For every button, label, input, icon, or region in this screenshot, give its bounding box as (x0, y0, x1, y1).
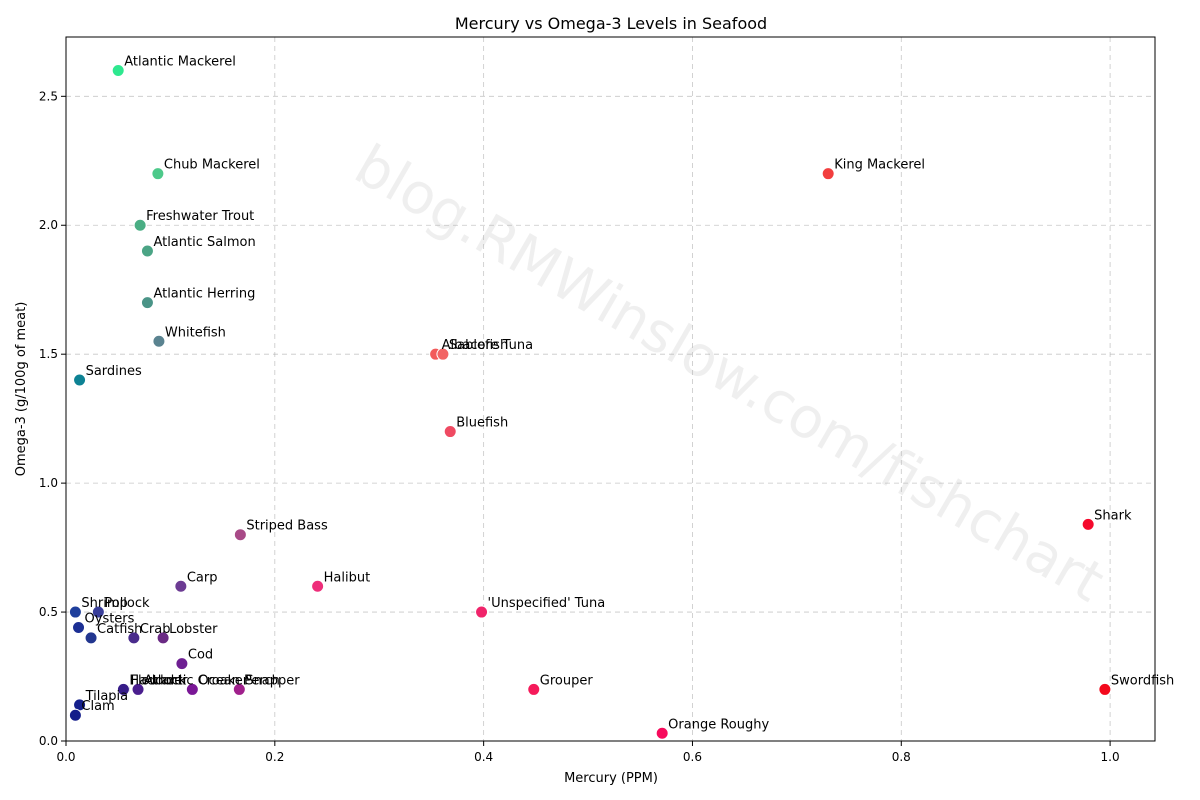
point-label: Atlantic Salmon (153, 235, 255, 250)
point-label: Flounder (130, 673, 188, 688)
data-point (185, 682, 199, 696)
data-point (655, 726, 669, 740)
data-point (72, 621, 86, 635)
point-label: Orange Roughy (668, 717, 769, 732)
point-label: Albacore Tuna (442, 338, 533, 353)
data-point (175, 657, 189, 671)
axis-ticks: 0.0 0.2 0.4 0.6 0.8 1.0 0.0 0.5 1.0 1.5 2.0 2.5 (39, 89, 1120, 764)
x-tick-label: 0.8 (892, 750, 911, 764)
x-axis-title: Mercury (PPM) (564, 771, 658, 786)
point-label: Ocean Perch (198, 673, 280, 688)
x-tick-label: 0.2 (265, 750, 284, 764)
data-point (1098, 682, 1112, 696)
point-label: Striped Bass (246, 519, 328, 534)
point-label: Atlantic Herring (153, 287, 255, 302)
data-point (116, 682, 130, 696)
point-label: Chub Mackerel (164, 158, 260, 173)
data-point (527, 682, 541, 696)
point-label: Pollock (104, 596, 150, 611)
point-label: Tilapia (85, 689, 129, 704)
point-labels: Atlantic Mackerel Chub Mackerel King Macke… (81, 55, 1174, 733)
data-point (131, 682, 145, 696)
x-tick-label: 0.0 (56, 750, 75, 764)
point-label: Haddock (129, 673, 186, 688)
point-label: Lobster (169, 622, 218, 637)
point-label: 'Unspecified' Tuna (488, 596, 606, 611)
point-label: Cod (188, 648, 213, 663)
point-label: Sardines (86, 364, 142, 379)
y-tick-label: 1.5 (39, 347, 58, 361)
point-label: Crab (140, 622, 171, 637)
data-point (311, 579, 325, 593)
point-label: Freshwater Trout (146, 209, 254, 224)
y-tick-label: 1.0 (39, 476, 58, 490)
y-axis-title: Omega-3 (g/100g of meat) (14, 302, 29, 477)
data-point (140, 244, 154, 258)
point-label: Bluefish (456, 416, 508, 431)
point-label: Grouper (540, 673, 594, 688)
data-point (68, 605, 82, 619)
point-label: Halibut (324, 570, 371, 585)
point-label: Whitefish (165, 325, 226, 340)
chart-title: Mercury vs Omega-3 Levels in Seafood (455, 14, 767, 33)
point-label: Sablefish (449, 338, 508, 353)
plot-frame (65, 36, 1156, 742)
data-point (73, 373, 87, 387)
x-tick-label: 0.4 (474, 750, 493, 764)
data-point (475, 605, 489, 619)
data-point (140, 296, 154, 310)
point-label: King Mackerel (834, 158, 925, 173)
data-point (174, 579, 188, 593)
data-point (127, 631, 141, 645)
data-point (1081, 517, 1095, 531)
point-label: Catfish (97, 622, 142, 637)
point-label: Clam (81, 699, 114, 714)
y-tick-label: 2.0 (39, 218, 58, 232)
point-label: Shrimp (81, 596, 127, 611)
data-point (68, 708, 82, 722)
data-point (233, 528, 247, 542)
data-point (821, 167, 835, 181)
data-point (84, 631, 98, 645)
data-point (443, 425, 457, 439)
point-label: Atlantic Croaker (144, 673, 249, 688)
y-tick-label: 0.5 (39, 605, 58, 619)
watermark-text: blog.RMWinslow.com/fishchart (344, 133, 1115, 616)
point-label: Carp (187, 570, 218, 585)
data-point (91, 605, 105, 619)
point-label: Atlantic Mackerel (124, 55, 236, 70)
point-label: Shark (1094, 508, 1132, 523)
data-point (156, 631, 170, 645)
point-label: Oysters (85, 612, 135, 627)
data-point (133, 218, 147, 232)
data-point (436, 347, 450, 361)
data-point (151, 167, 165, 181)
data-point (152, 334, 166, 348)
data-point (111, 64, 125, 78)
y-tick-label: 2.5 (39, 89, 58, 103)
x-tick-label: 0.6 (683, 750, 702, 764)
point-label: Snapper (245, 673, 300, 688)
x-tick-label: 1.0 (1101, 750, 1120, 764)
data-point (232, 682, 246, 696)
point-label: Swordfish (1111, 673, 1174, 688)
grid (65, 37, 1155, 742)
data-points (68, 64, 1112, 740)
y-tick-label: 0.0 (39, 734, 58, 748)
